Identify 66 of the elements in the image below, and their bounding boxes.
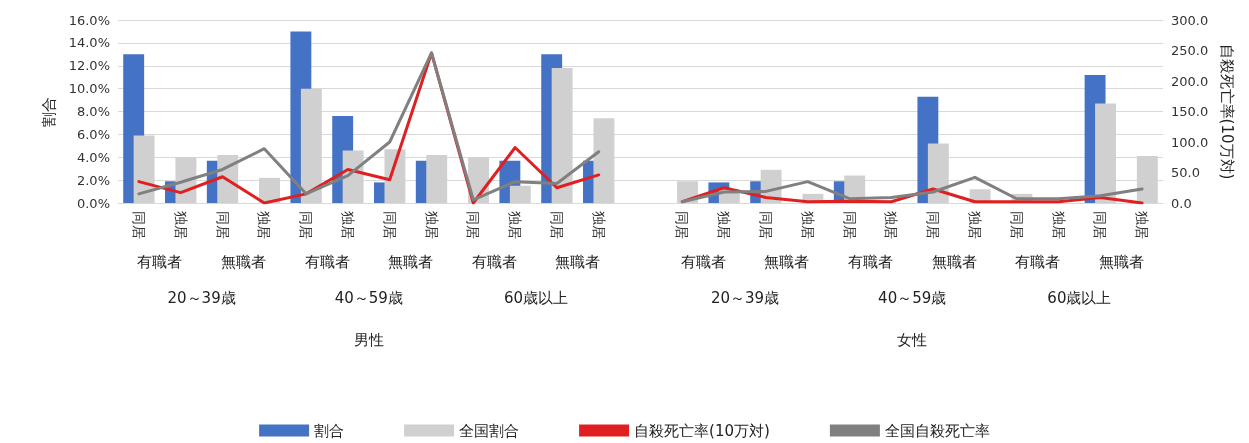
y2-tick-label: 150.0 <box>1171 104 1209 119</box>
x-tick-label: 同居 <box>465 211 482 239</box>
x-tick-label: 独居 <box>799 211 816 239</box>
x-tick-label: 独居 <box>1134 211 1151 239</box>
text: 有職者 <box>680 253 726 271</box>
text: 60歳以上 <box>503 289 569 307</box>
y-tick-label: 2.0% <box>76 172 110 188</box>
x-tick-label: 同居 <box>1092 211 1109 239</box>
x-tick-label: 同居 <box>925 211 942 239</box>
y-tick-label: 8.0% <box>76 104 110 119</box>
x-tick-label: 独居 <box>423 211 440 239</box>
text: 無職者 <box>931 253 977 271</box>
y-tick-label: 4.0% <box>76 149 110 165</box>
y-tick-label: 14.0% <box>68 35 110 51</box>
x-tick-label: 独居 <box>507 211 524 239</box>
y2-tick-label: 100.0 <box>1171 134 1209 150</box>
text: 60歳以上 <box>1047 289 1112 307</box>
y2-tick-label: 300.0 <box>1171 12 1209 28</box>
x-tick-label: 独居 <box>883 211 900 239</box>
text: 40～59歳 <box>878 289 947 307</box>
y2-tick-label: 50.0 <box>1171 165 1200 180</box>
y-tick-label: 12.0% <box>68 58 110 74</box>
text: 無職者 <box>764 253 810 271</box>
text: 有職者 <box>1015 253 1061 271</box>
y2-tick-label: 250.0 <box>1171 43 1209 58</box>
x-tick-label: 独居 <box>256 211 273 239</box>
x-tick-label: 独居 <box>716 211 733 239</box>
text: 有職者 <box>137 253 183 271</box>
text: 無職者 <box>388 253 434 271</box>
y-tick-label: 10.0% <box>68 81 110 97</box>
text: 有職者 <box>847 253 893 271</box>
x-tick-label: 同居 <box>298 211 315 239</box>
y-axis-title: 割合 <box>39 96 58 127</box>
legend-label: 全国割合 <box>459 421 520 440</box>
text: 40～59歳 <box>334 289 403 307</box>
y-tick-label: 6.0% <box>76 126 110 142</box>
text: 無職者 <box>1098 253 1144 271</box>
x-tick-label: 独居 <box>966 211 983 239</box>
x-tick-label: 同居 <box>548 211 565 239</box>
x-tick-label: 同居 <box>757 211 774 239</box>
text: 20～39歳 <box>710 289 780 307</box>
text: 女性 <box>897 331 928 349</box>
x-tick-label: 同居 <box>1008 211 1025 239</box>
y2-tick-label: 0.0 <box>1171 195 1192 211</box>
text: 無職者 <box>555 253 601 271</box>
y-tick-label: 16.0% <box>68 12 110 28</box>
x-tick-label: 同居 <box>841 211 858 239</box>
text: 有職者 <box>304 253 350 271</box>
x-tick-label: 同居 <box>130 211 147 239</box>
x-tick-label: 独居 <box>1050 211 1067 239</box>
x-tick-label: 独居 <box>339 211 356 239</box>
legend-label: 割合 <box>314 421 345 440</box>
x-tick-label: 独居 <box>172 211 189 239</box>
text: 20～39歳 <box>167 289 236 307</box>
x-tick-label: 同居 <box>381 211 398 239</box>
y2-tick-label: 200.0 <box>1171 73 1209 89</box>
x-tick-label: 独居 <box>590 211 607 239</box>
legend-label: 自殺死亡率(10万対) <box>634 421 770 440</box>
text: 有職者 <box>471 253 517 271</box>
x-tick-label: 同居 <box>674 211 691 239</box>
x-tick-label: 同居 <box>214 211 231 239</box>
text: 無職者 <box>220 253 266 271</box>
text: 男性 <box>353 331 384 349</box>
legend-label: 全国自殺死亡率 <box>884 421 990 440</box>
y2-axis-title: 自殺死亡率(10万対) <box>1217 43 1236 180</box>
y-tick-label: 0.0% <box>76 195 110 211</box>
